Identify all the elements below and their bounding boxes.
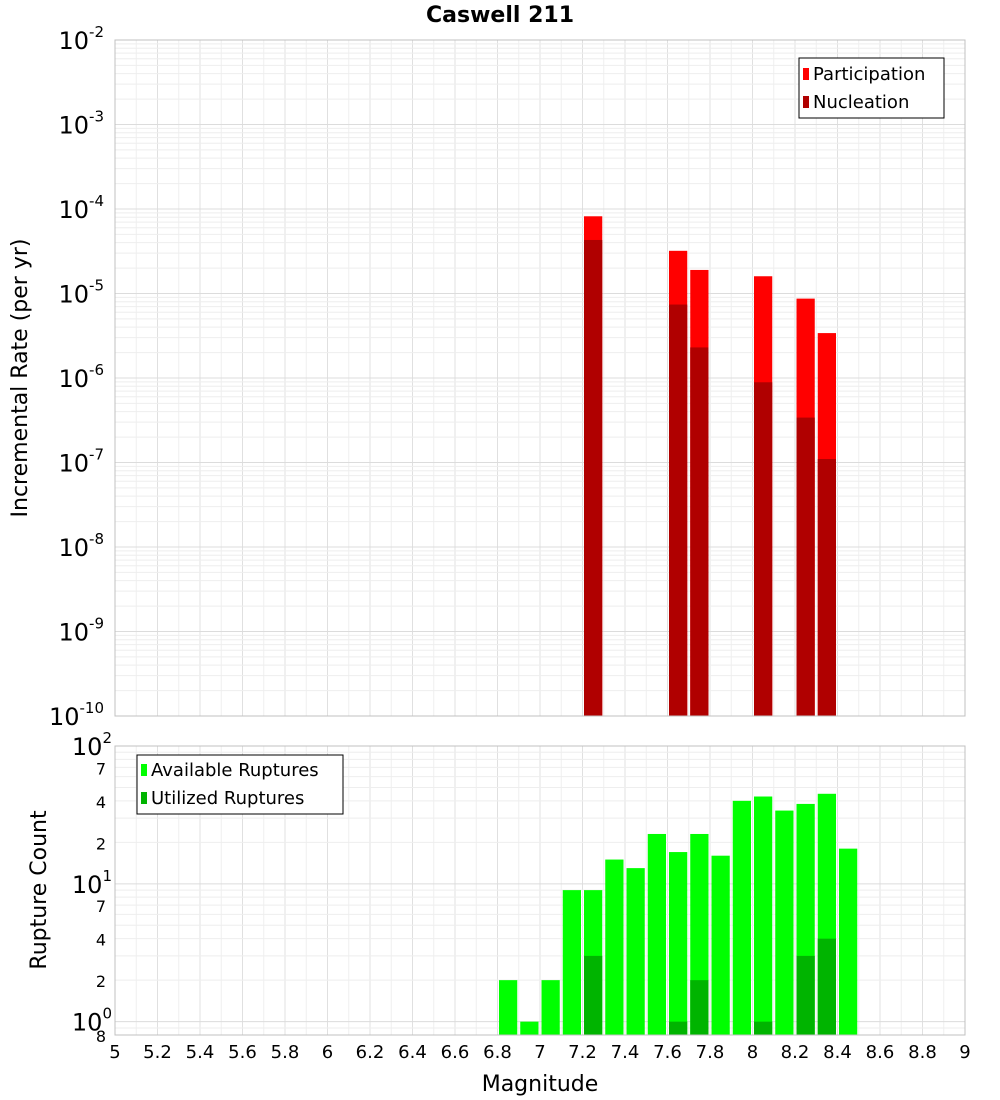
count-y-tick-label: 2 xyxy=(96,834,106,853)
rate-bars xyxy=(584,216,836,717)
bar-available-ruptures xyxy=(626,868,645,1035)
legend-label-participation: Participation xyxy=(813,64,925,85)
rate-y-tick-label: 10-9 xyxy=(58,615,104,647)
bar-utilized-ruptures xyxy=(796,955,815,1035)
bar-available-ruptures xyxy=(541,980,560,1035)
legend-label-available: Available Ruptures xyxy=(151,760,319,781)
bar-nucleation xyxy=(796,417,815,716)
bar-available-ruptures xyxy=(499,980,518,1035)
x-tick-label: 5.2 xyxy=(143,1042,172,1063)
rate-y-tick-label: 10-2 xyxy=(58,23,104,55)
count-y-tick-label: 7 xyxy=(96,759,106,778)
legend-swatch-participation xyxy=(803,68,809,80)
bar-available-ruptures xyxy=(754,796,773,1035)
bar-nucleation xyxy=(754,382,773,716)
x-tick-label: 6.2 xyxy=(356,1042,385,1063)
x-axis-label: Magnitude xyxy=(482,1072,599,1097)
bar-available-ruptures xyxy=(711,855,730,1035)
x-tick-label: 8.6 xyxy=(866,1042,895,1063)
bar-available-ruptures xyxy=(839,848,858,1035)
x-tick-label: 7.4 xyxy=(611,1042,640,1063)
legend-label-nucleation: Nucleation xyxy=(813,92,909,113)
count-x-ticks: 5 5.2 5.4 5.6 5.8 6 6.2 6.4 6.6 6.8 7 7.2 7.4 7.6 7.8 8… xyxy=(109,1042,970,1063)
legend-label-utilized: Utilized Ruptures xyxy=(151,788,304,809)
x-tick-label: 7.2 xyxy=(568,1042,597,1063)
bar-nucleation xyxy=(584,239,603,716)
bar-available-ruptures xyxy=(520,1021,539,1035)
bar-utilized-ruptures xyxy=(690,980,709,1035)
legend-swatch-available xyxy=(141,764,147,776)
chart-title: Caswell 211 xyxy=(426,3,574,28)
bar-utilized-ruptures xyxy=(754,1021,773,1035)
x-tick-label: 7.8 xyxy=(696,1042,725,1063)
x-tick-label: 6.4 xyxy=(398,1042,427,1063)
x-tick-label: 8.2 xyxy=(781,1042,810,1063)
count-bars xyxy=(499,793,858,1035)
count-legend-box xyxy=(136,754,344,815)
rate-gridlines xyxy=(114,40,966,717)
count-y-tick-label: 4 xyxy=(96,793,106,812)
bar-available-ruptures xyxy=(647,833,666,1035)
bar-available-ruptures xyxy=(562,890,581,1035)
rate-y-tick-label: 10-4 xyxy=(58,192,104,224)
legend-swatch-utilized xyxy=(141,792,147,804)
count-y-tick-label: 102 xyxy=(72,729,112,761)
bar-nucleation xyxy=(817,459,836,716)
x-tick-label: 6 xyxy=(322,1042,333,1063)
bar-utilized-ruptures xyxy=(669,1021,688,1035)
rate-y-tick-label: 10-7 xyxy=(58,446,104,478)
count-legend: Available Ruptures Utilized Ruptures xyxy=(136,754,344,815)
count-y-tick-label: 4 xyxy=(96,931,106,950)
x-tick-label: 6.6 xyxy=(441,1042,470,1063)
x-tick-label: 5.4 xyxy=(186,1042,215,1063)
rate-y-tick-label: 10-8 xyxy=(58,530,104,562)
bar-utilized-ruptures xyxy=(584,955,603,1035)
bar-available-ruptures xyxy=(732,800,751,1035)
rate-y-ticks: 10-2 10-3 10-4 10-5 10-6 10-7 10-8 10-9 10-10 xyxy=(49,23,104,731)
count-y-axis-label: Rupture Count xyxy=(27,810,52,970)
x-tick-label: 7.6 xyxy=(653,1042,682,1063)
x-tick-label: 5 xyxy=(109,1042,120,1063)
rate-legend: Participation Nucleation xyxy=(798,57,945,119)
count-y-tick-label: 7 xyxy=(96,897,106,916)
x-tick-label: 8 xyxy=(747,1042,758,1063)
x-tick-label: 5.8 xyxy=(271,1042,300,1063)
count-y-tick-label: 8 xyxy=(96,1027,106,1046)
x-tick-label: 8.8 xyxy=(908,1042,937,1063)
bar-available-ruptures xyxy=(775,810,794,1035)
count-y-tick-label: 100 xyxy=(72,1005,112,1037)
rate-chart: 10-2 10-3 10-4 10-5 10-6 10-7 10-8 10-9 10-10 In… xyxy=(8,23,966,731)
rate-legend-box xyxy=(798,57,945,119)
x-tick-label: 9 xyxy=(959,1042,970,1063)
count-y-tick-label: 2 xyxy=(96,972,106,991)
rate-y-tick-label: 10-5 xyxy=(58,277,104,309)
rate-y-tick-label: 10-10 xyxy=(49,699,104,731)
count-plot-frame xyxy=(114,745,966,1036)
bar-available-ruptures xyxy=(669,852,688,1035)
bar-nucleation xyxy=(690,347,709,716)
rate-y-tick-label: 10-6 xyxy=(58,361,104,393)
x-tick-label: 6.8 xyxy=(483,1042,512,1063)
rate-y-axis-label: Incremental Rate (per yr) xyxy=(8,239,33,518)
bar-available-ruptures xyxy=(605,859,624,1035)
bar-nucleation xyxy=(669,304,688,716)
count-y-tick-label: 101 xyxy=(72,867,112,899)
x-tick-label: 5.6 xyxy=(228,1042,257,1063)
rate-y-tick-label: 10-3 xyxy=(58,108,104,140)
rate-plot-frame xyxy=(114,39,966,717)
x-tick-label: 7 xyxy=(534,1042,545,1063)
bar-utilized-ruptures xyxy=(817,938,836,1035)
x-tick-label: 8.4 xyxy=(823,1042,852,1063)
legend-swatch-nucleation xyxy=(803,96,809,108)
